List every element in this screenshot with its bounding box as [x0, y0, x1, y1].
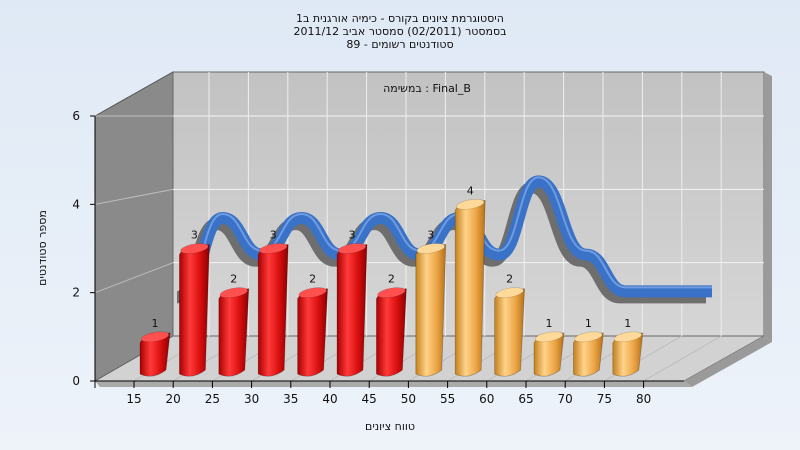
bar-top [180, 243, 209, 254]
bar-top [140, 331, 170, 343]
bar-top [495, 287, 524, 299]
bar-layer: 1 3 2 3 2 3 2 3 4 2 1 1 1 [139, 184, 644, 377]
side-grid-line [94, 262, 174, 294]
x-tick-label: 35 [283, 392, 298, 406]
bar-top [377, 287, 406, 299]
histogram-bar: 2 [494, 273, 526, 377]
bar-top [534, 331, 564, 343]
x-tick-label: 25 [205, 392, 220, 406]
x-tick-label: 75 [597, 392, 612, 406]
task-annotation: במשימה : Final_B [383, 82, 471, 95]
bar-body [139, 332, 171, 377]
x-tick-label: 45 [362, 392, 377, 406]
bar-value-label: 3 [427, 229, 434, 242]
histogram-bar: 2 [376, 273, 407, 377]
histogram-bar: 3 [415, 229, 447, 377]
histogram-bar: 1 [139, 317, 171, 377]
histogram-bar: 1 [533, 317, 565, 377]
floor-edge [684, 336, 772, 387]
x-tick-label: 65 [518, 392, 533, 406]
bar-value-label: 1 [152, 317, 159, 330]
histogram-bar: 2 [218, 273, 250, 377]
bar-body [415, 244, 447, 377]
y-tick-label: 0 [72, 374, 80, 388]
floor-grid-line [643, 335, 722, 382]
bar-value-label: 3 [270, 229, 277, 242]
bar-body [336, 244, 368, 377]
histogram-bar: 4 [454, 184, 486, 377]
bar-value-label: 3 [349, 229, 356, 242]
x-tick-label: 70 [558, 392, 573, 406]
bar-value-label: 1 [585, 317, 592, 330]
y-tick-label: 4 [72, 197, 80, 211]
bar-value-label: 1 [546, 317, 553, 330]
bar-body [454, 199, 486, 377]
histogram-bar: 3 [179, 229, 210, 377]
x-tick-label: 55 [440, 392, 455, 406]
chart-title-line-2: בסמסטר (02/2011) סמסטר אביב 2011/12 [293, 25, 506, 38]
bar-value-label: 4 [467, 184, 474, 197]
histogram-bar: 1 [612, 317, 644, 377]
x-tick-label: 50 [401, 392, 416, 406]
side-grid-line [94, 188, 174, 205]
floor-front-edge [95, 381, 692, 387]
bar-body [179, 244, 210, 377]
bar-value-label: 3 [191, 229, 198, 242]
bar-value-label: 2 [230, 273, 237, 286]
bar-body [533, 332, 565, 377]
x-axis-label: טווח ציונים [365, 420, 415, 433]
bar-top [259, 243, 288, 254]
y-tick-label: 2 [72, 286, 80, 300]
bar-body [218, 288, 250, 377]
y-tick-label: 6 [72, 109, 80, 123]
bar-top [456, 198, 485, 210]
bar-body [257, 244, 289, 377]
histogram-bar: 3 [336, 229, 368, 377]
bar-top [219, 287, 248, 299]
x-tick-label: 15 [126, 392, 141, 406]
bar-top [613, 331, 642, 343]
bar-value-label: 2 [309, 273, 316, 286]
chart-title-line-3: סטודנטים רשומים - 89 [346, 38, 453, 51]
x-tick-label: 60 [479, 392, 494, 406]
bar-top [298, 287, 327, 299]
bar-body [376, 288, 407, 377]
x-tick-label: 20 [166, 392, 181, 406]
histogram-bar: 1 [573, 317, 604, 377]
bar-body [573, 332, 604, 377]
x-tick-label: 30 [244, 392, 259, 406]
chart-title-line-1: היסטוגרמת ציונים בקורס - כימיה אורגנית ב… [296, 12, 504, 25]
histogram-bar: 2 [297, 273, 329, 377]
histogram-bar: 3 [257, 229, 289, 377]
bar-top [337, 243, 367, 254]
bar-body [612, 332, 644, 377]
bar-value-label: 2 [388, 273, 395, 286]
bar-value-label: 1 [624, 317, 631, 330]
y-axis-label: מספר סטודנטים [36, 210, 49, 286]
bar-body [297, 288, 329, 377]
axis-layer: 0 2 4 6 15 20 25 30 35 40 45 50 55 60 65 70 75 80 [72, 109, 684, 406]
x-tick-label: 80 [636, 392, 651, 406]
bar-top [416, 243, 445, 254]
x-tick-label: 40 [322, 392, 337, 406]
bar-body [494, 288, 526, 377]
bar-value-label: 2 [506, 273, 513, 286]
back-wall-edge [764, 72, 772, 342]
bar-top [574, 331, 603, 343]
